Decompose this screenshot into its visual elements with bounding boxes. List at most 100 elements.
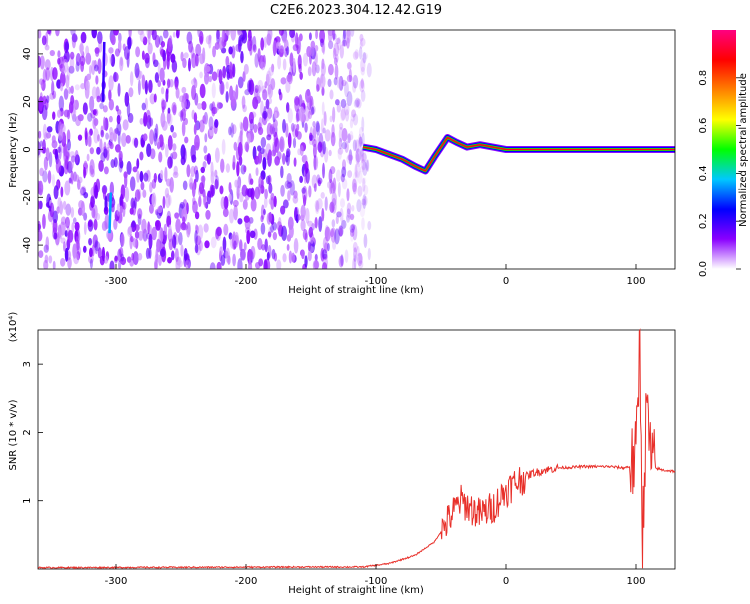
heatmap-noise-cell — [339, 198, 346, 208]
heatmap-noise-cell — [146, 143, 152, 158]
heatmap-noise-cell — [361, 152, 367, 162]
heatmap-noise-cell — [38, 200, 41, 210]
heatmap-noise-cell — [164, 166, 168, 182]
heatmap-noise-cell — [291, 252, 295, 263]
heatmap-noise-cell — [346, 30, 351, 37]
heatmap-noise-cell — [304, 89, 311, 103]
heatmap-noise-cell — [89, 247, 93, 258]
heatmap-noise-cell — [67, 257, 72, 269]
heatmap-noise-cell — [324, 226, 331, 242]
heatmap-noise-cell — [159, 67, 165, 83]
spectrogram-x-tick-label: -300 — [105, 276, 128, 287]
heatmap-noise-cell — [183, 247, 188, 261]
heatmap-noise-cell — [132, 251, 139, 265]
heatmap-noise-cell — [366, 62, 372, 78]
heatmap-noise-cell — [219, 80, 225, 96]
heatmap-noise-cell — [273, 195, 277, 208]
heatmap-noise-cell — [347, 134, 354, 141]
heatmap-noise-cell — [237, 218, 243, 225]
figure-title: C2E6.2023.304.12.42.G19 — [270, 3, 442, 18]
heatmap-noise-cell — [315, 122, 321, 136]
heatmap-noise-cell — [79, 41, 84, 55]
heatmap-noise-cell — [69, 51, 75, 60]
heatmap-noise-cell — [75, 174, 80, 183]
heatmap-noise-cell — [57, 57, 61, 65]
heatmap-noise-cell — [95, 213, 101, 221]
heatmap-noise-cell — [315, 200, 319, 213]
heatmap-noise-cell — [341, 219, 347, 230]
heatmap-noise-cell — [314, 51, 318, 66]
heatmap-noise-cell — [330, 227, 337, 243]
heatmap-noise-cell — [173, 165, 178, 176]
heatmap-noise-cell — [222, 236, 227, 252]
heatmap-noise-cell — [352, 113, 359, 126]
heatmap-noise-cell — [338, 75, 344, 91]
heatmap-noise-cell — [341, 166, 347, 178]
heatmap-noise-cell — [349, 118, 354, 129]
heatmap-noise-cell — [52, 219, 58, 235]
heatmap-noise-cell — [276, 41, 281, 49]
heatmap-noise-cell — [43, 156, 48, 171]
heatmap-noise-cell — [183, 52, 189, 59]
heatmap-noise-cell — [97, 58, 102, 75]
spectrogram-y-tick-label: 0 — [22, 146, 33, 152]
heatmap-noise-cell — [232, 199, 239, 207]
heatmap-noise-cell — [359, 33, 364, 42]
heatmap-noise-cell — [361, 116, 365, 132]
heatmap-noise-cell — [347, 133, 351, 144]
heatmap-noise-cell — [155, 123, 159, 139]
heatmap-noise-cell — [137, 79, 141, 96]
heatmap-noise-cell — [223, 196, 229, 210]
heatmap-noise-cell — [130, 236, 134, 243]
heatmap-noise-cell — [113, 218, 118, 230]
heatmap-noise-cell — [353, 247, 358, 262]
heatmap-noise-cell — [98, 37, 103, 53]
heatmap-noise-cell — [68, 177, 72, 184]
heatmap-noise-cell — [270, 78, 276, 91]
heatmap-noise-cell — [296, 123, 300, 132]
snr-frame — [37, 329, 676, 570]
heatmap-noise-cell — [119, 205, 123, 214]
heatmap-noise-cell — [236, 185, 240, 200]
heatmap-noise-cell — [169, 177, 174, 193]
heatmap-noise-cell — [126, 256, 132, 263]
heatmap-noise-cell — [155, 220, 161, 231]
heatmap-noise-cell — [169, 79, 174, 88]
heatmap-noise-cell — [200, 175, 206, 183]
spectrogram-y-tick-label: -20 — [22, 189, 33, 205]
heatmap-noise-cell — [242, 116, 249, 132]
heatmap-noise-cell — [216, 226, 222, 237]
heatmap-noise-cell — [42, 213, 46, 230]
heatmap-noise-cell — [342, 30, 346, 47]
heatmap-noise-cell — [48, 151, 53, 168]
heatmap-noise-cell — [127, 226, 133, 236]
heatmap-noise-cell — [140, 181, 145, 191]
heatmap-noise-cell — [122, 204, 126, 218]
heatmap-noise-cell — [166, 54, 170, 70]
heatmap-noise-cell — [237, 141, 243, 158]
heatmap-noise-cell — [135, 46, 141, 58]
heatmap-noise-cell — [362, 52, 367, 64]
heatmap-noise-cell — [194, 92, 199, 106]
heatmap-noise-cell — [286, 173, 292, 185]
heatmap-noise-cell — [86, 131, 92, 147]
heatmap-noise-cell — [350, 230, 354, 242]
heatmap-noise-cell — [120, 256, 127, 266]
heatmap-noise-cell — [292, 195, 299, 204]
heatmap-noise-cell — [242, 199, 248, 210]
heatmap-noise-cell — [292, 137, 297, 149]
spectrogram-x-ticks: -300 -200 -100 0 100 — [105, 264, 646, 287]
heatmap-noise-cell — [117, 130, 121, 146]
heatmap-noise-cell — [356, 245, 360, 257]
heatmap-noise-cell — [144, 52, 150, 64]
heatmap-noise-cell — [72, 217, 77, 225]
heatmap-noise-cell — [208, 75, 213, 83]
heatmap-noise-cell — [337, 182, 341, 198]
heatmap-noise-cell — [125, 135, 131, 144]
heatmap-noise-cell — [171, 234, 177, 249]
heatmap-noise-cell — [355, 148, 362, 163]
heatmap-noise-cell — [211, 82, 216, 99]
heatmap-noise-cell — [148, 79, 153, 93]
heatmap-noise-cell — [38, 55, 42, 68]
heatmap-noise-cell — [340, 173, 345, 183]
